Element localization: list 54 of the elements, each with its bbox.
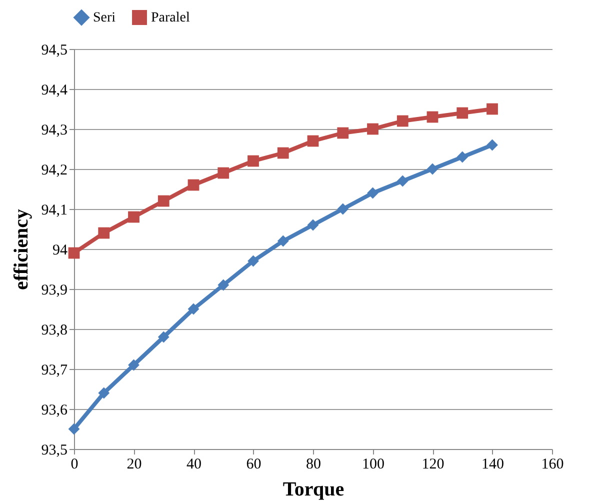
point	[128, 359, 140, 371]
point	[158, 195, 170, 207]
point	[277, 235, 289, 247]
point	[486, 103, 498, 115]
y-tick-label: 93,9	[41, 282, 68, 298]
point	[218, 167, 230, 179]
x-tick-label: 60	[246, 456, 262, 472]
y-tick-label: 94,5	[41, 42, 68, 58]
point	[98, 387, 110, 399]
y-tick-label: 94,4	[41, 82, 68, 98]
point	[248, 255, 259, 267]
point	[277, 147, 289, 159]
point	[337, 127, 349, 139]
y-tick-label: 93,6	[41, 402, 68, 418]
x-tick-label: 0	[70, 456, 78, 472]
y-tick-label: 94,2	[41, 162, 68, 178]
point	[307, 135, 319, 147]
y-tick-label: 93,7	[41, 362, 68, 378]
point	[307, 219, 319, 231]
point	[188, 179, 200, 191]
y-tick-label: 94	[52, 242, 68, 258]
point	[218, 279, 230, 291]
x-tick-label: 20	[126, 456, 142, 472]
x-tick-label: 140	[482, 456, 504, 472]
x-tick-label: 120	[422, 456, 444, 472]
point	[337, 203, 349, 215]
point	[248, 155, 259, 167]
x-tick-label: 40	[186, 456, 202, 472]
legend-label: Paralel	[151, 10, 190, 26]
point	[367, 123, 378, 135]
point	[367, 187, 378, 199]
y-tick-label: 93,8	[41, 322, 68, 338]
x-tick-label: 80	[306, 456, 321, 472]
legend-label: Seri	[93, 10, 116, 26]
point	[426, 111, 438, 123]
point	[396, 175, 408, 187]
point	[158, 331, 170, 343]
point	[426, 163, 438, 175]
x-tick-label: 160	[541, 456, 564, 472]
point	[486, 139, 498, 151]
y-tick-label: 94,3	[41, 122, 68, 138]
y-tick-label: 94,1	[41, 202, 68, 218]
point	[188, 303, 200, 315]
x-axis-title: Torque	[282, 478, 344, 500]
point	[68, 423, 80, 435]
x-tick-label: 100	[362, 456, 384, 472]
point	[68, 247, 80, 259]
y-tick-label: 93,5	[41, 442, 68, 458]
point	[456, 107, 468, 119]
point	[456, 151, 468, 163]
point	[98, 227, 110, 239]
point	[396, 115, 408, 127]
y-axis-title: efficiency	[10, 208, 32, 290]
point	[128, 211, 140, 223]
